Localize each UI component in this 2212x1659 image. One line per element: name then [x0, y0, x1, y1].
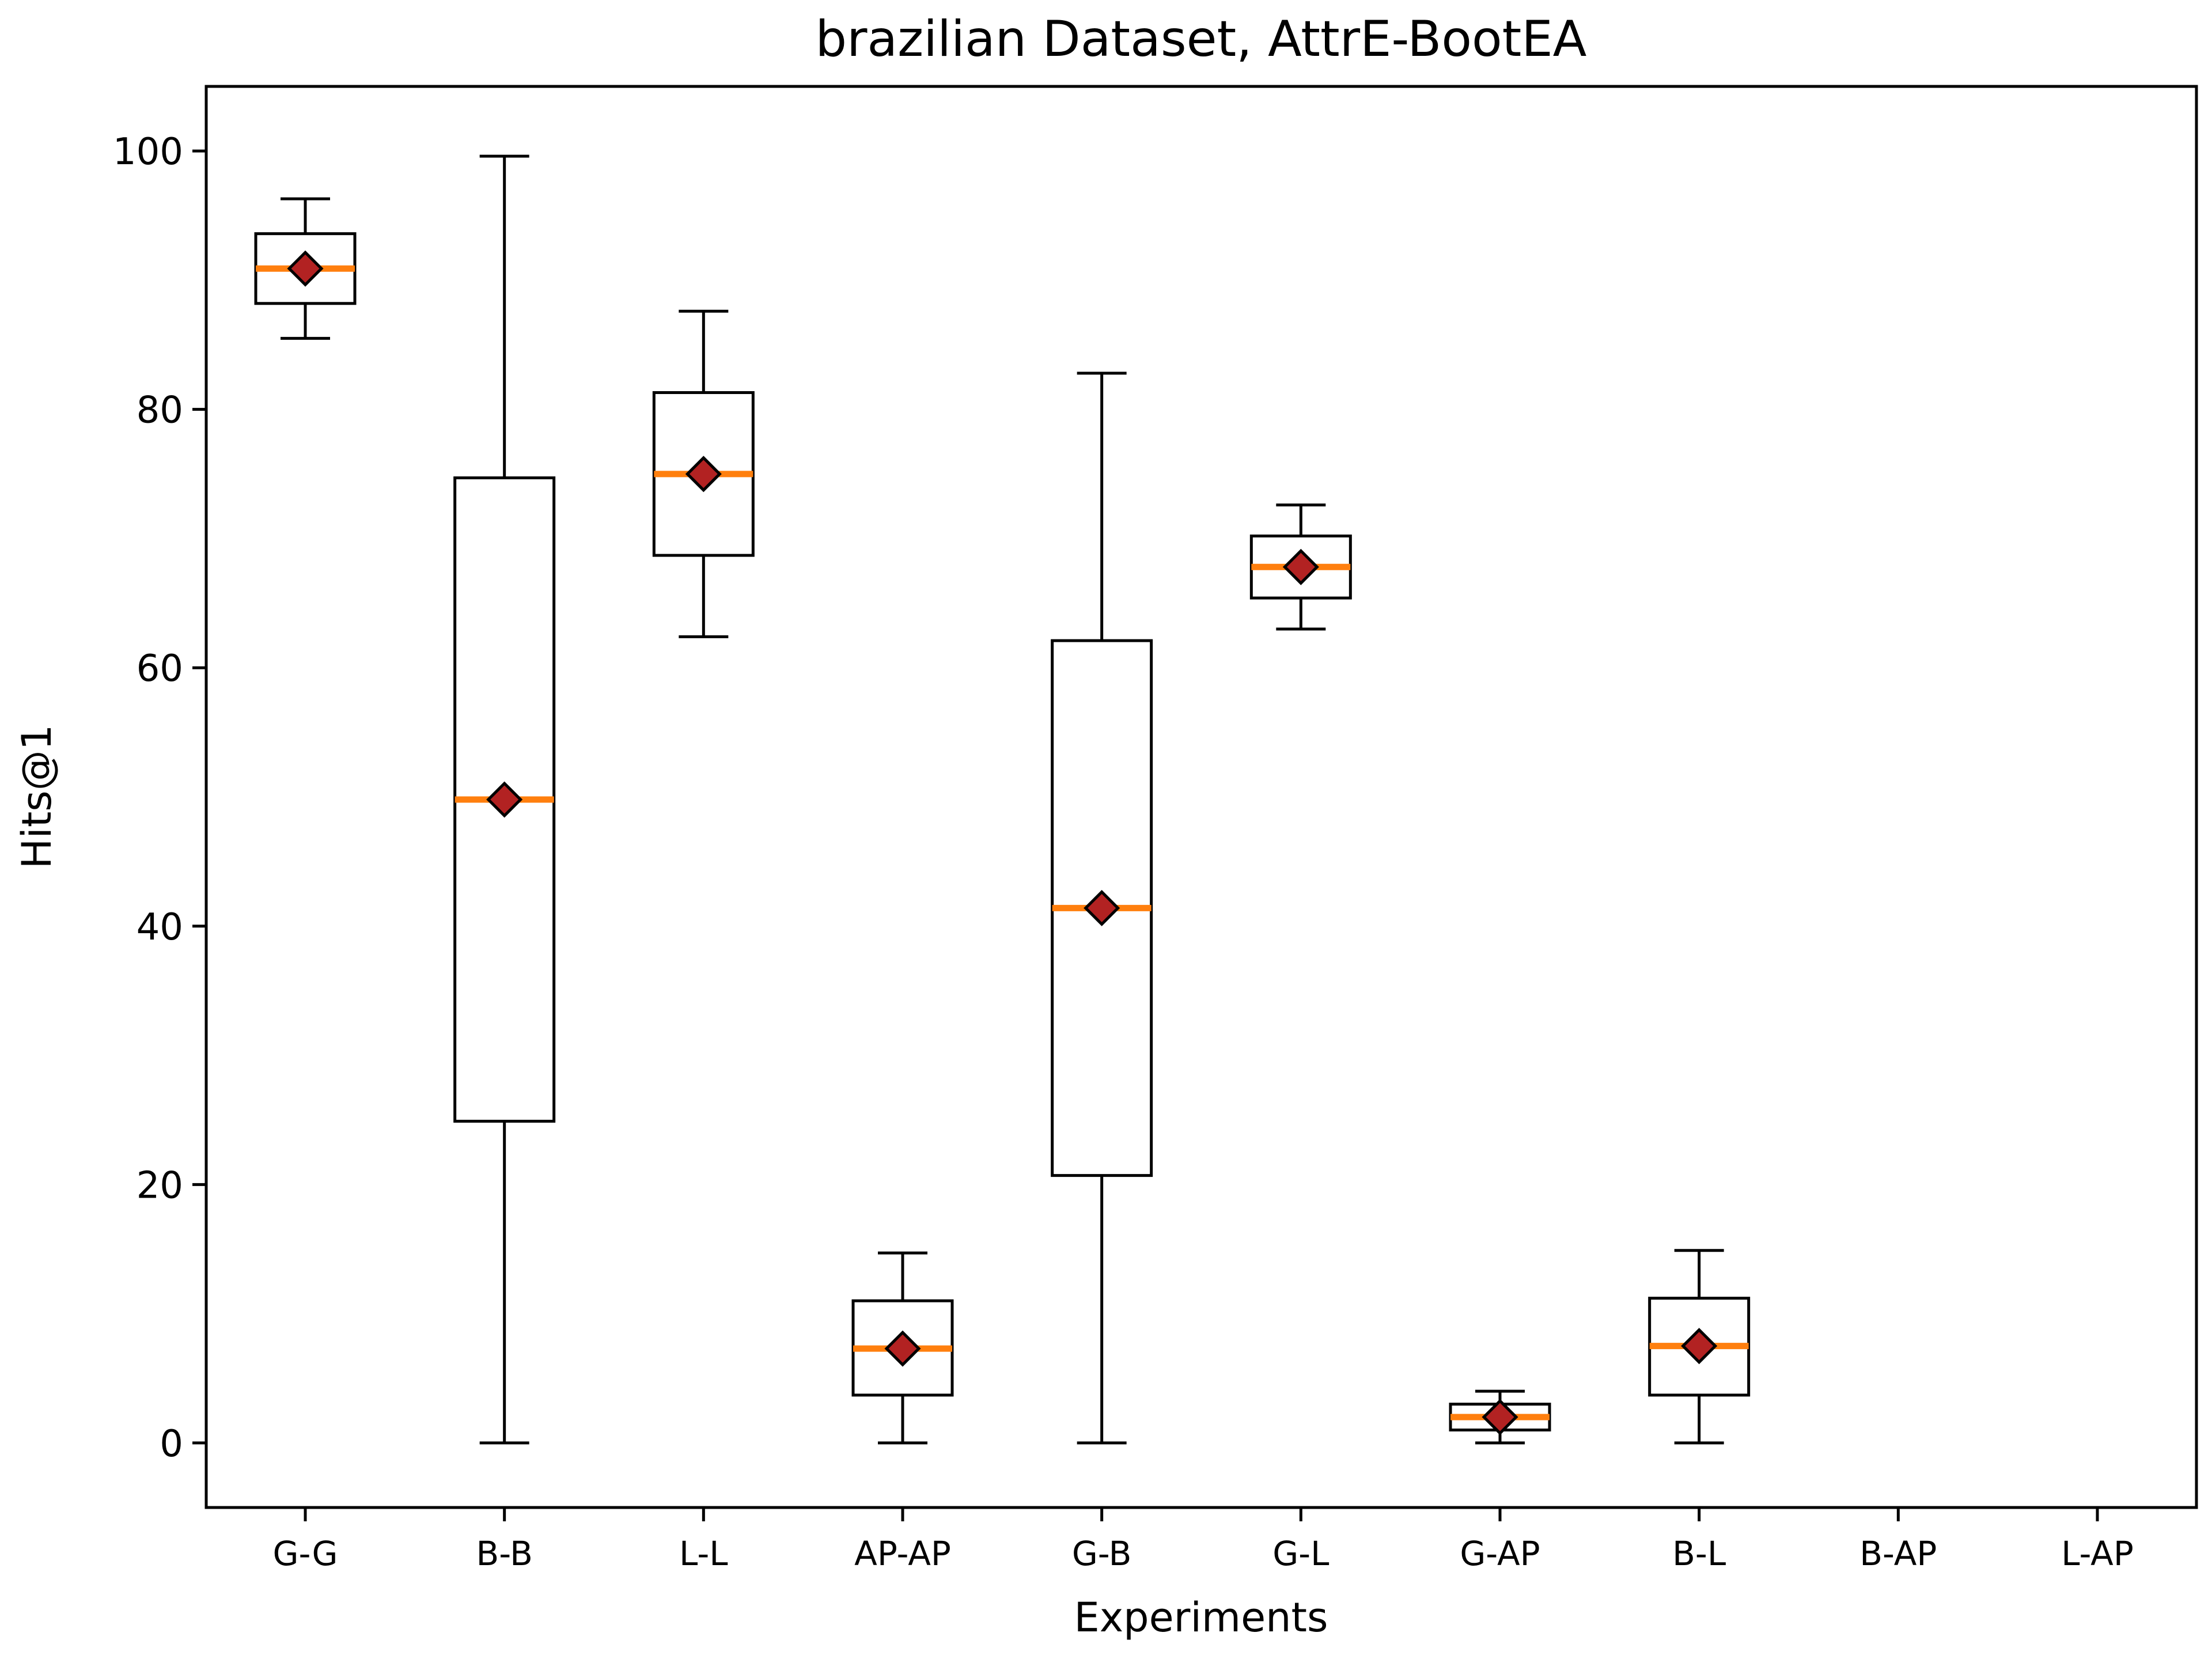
x-tick-label: B-B: [476, 1534, 532, 1573]
x-tick-label: AP-AP: [854, 1534, 951, 1573]
x-tick-label: L-L: [679, 1534, 728, 1573]
plot-area: 0 20 40 60 80 100 G-G B-B L-L AP-AP G-B G-L G-AP B-L B…: [113, 131, 2134, 1573]
y-tick-label: 80: [137, 389, 183, 432]
mean-marker: [685, 456, 722, 493]
axes-frame: [204, 85, 2198, 1509]
y-tick-label: 60: [137, 647, 183, 690]
x-tick-label: L-AP: [2061, 1534, 2134, 1573]
mean-marker: [1282, 548, 1319, 585]
x-tick-label: G-AP: [1460, 1534, 1540, 1573]
x-tick-label: G-B: [1072, 1534, 1132, 1573]
mean-marker: [486, 781, 523, 818]
mean-marker: [1482, 1399, 1518, 1435]
x-axis-label: Experiments: [1074, 1594, 1328, 1641]
y-tick-label: 40: [137, 906, 183, 949]
mean-marker: [1681, 1328, 1718, 1365]
x-tick-label: G-G: [273, 1534, 338, 1573]
y-tick-label: 100: [113, 131, 183, 173]
x-tick-label: B-L: [1672, 1534, 1726, 1573]
mean-marker: [287, 250, 324, 287]
x-tick-label: B-AP: [1859, 1534, 1937, 1573]
mean-marker: [884, 1330, 921, 1367]
y-axis-label: Hits@1: [13, 725, 60, 869]
x-tick-label: G-L: [1272, 1534, 1329, 1573]
y-tick-label: 20: [137, 1164, 183, 1207]
y-tick-label: 0: [160, 1423, 183, 1465]
chart-title: brazilian Dataset, AttrE-BootEA: [815, 10, 1586, 68]
mean-marker: [1084, 889, 1120, 926]
